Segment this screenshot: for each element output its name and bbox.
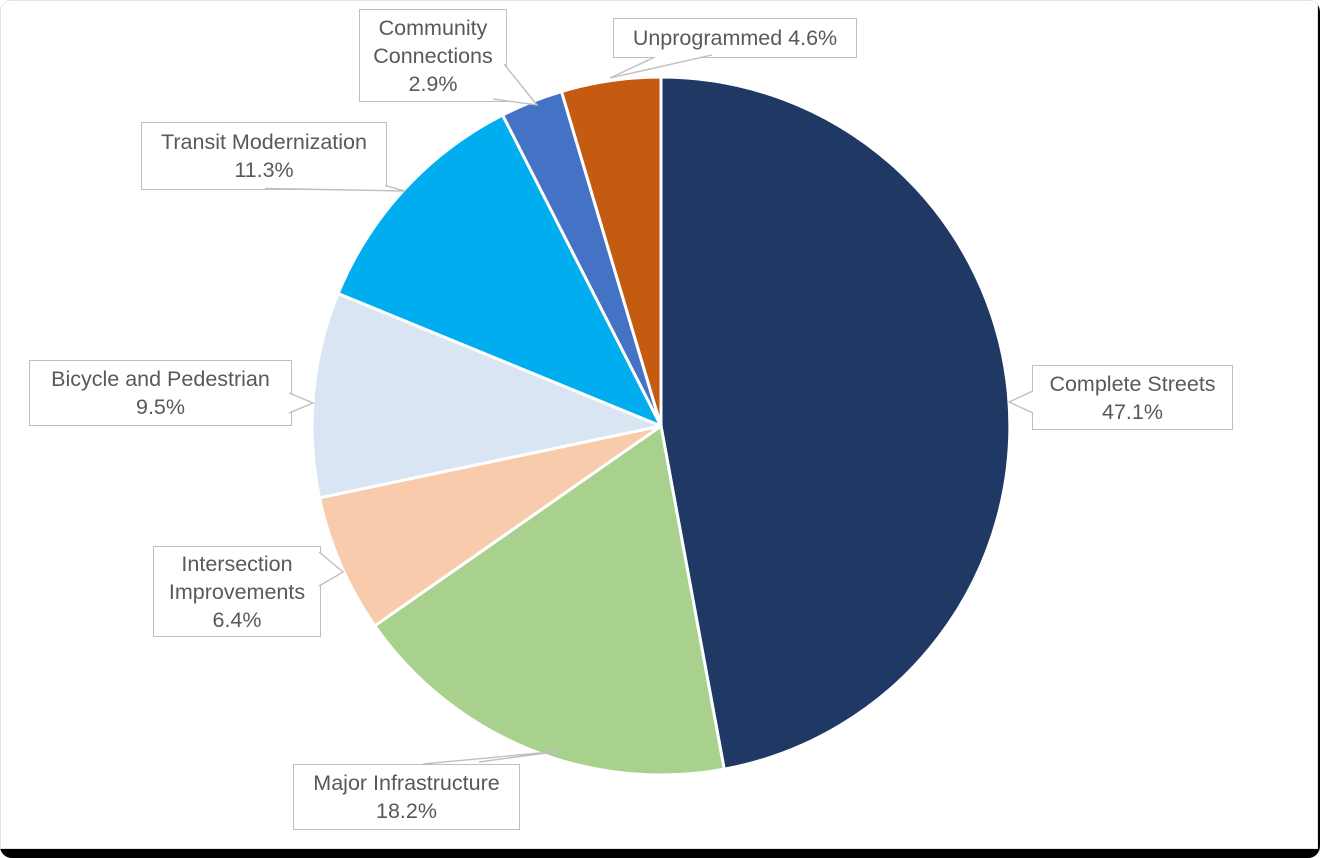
callout-complete-streets[interactable]: Complete Streets 47.1%	[1032, 365, 1233, 430]
pie-slice-complete-streets[interactable]	[659, 75, 1012, 771]
callout-bicycle-and-pedestrian[interactable]: Bicycle and Pedestrian 9.5%	[29, 360, 292, 426]
bottom-bar	[0, 849, 1320, 858]
callout-transit-modernization[interactable]: Transit Modernization 11.3%	[141, 122, 387, 190]
callout-unprogrammed[interactable]: Unprogrammed 4.6%	[613, 18, 857, 58]
leader-line-unprogrammed	[609, 54, 713, 79]
callout-major-infrastructure[interactable]: Major Infrastructure 18.2%	[293, 764, 520, 830]
leader-line-complete-streets	[1007, 390, 1034, 414]
callout-intersection-improvements[interactable]: Intersection Improvements 6.4%	[153, 546, 321, 637]
callout-community-connections[interactable]: Community Connections 2.9%	[359, 9, 507, 102]
leader-line-bicycle-and-pedestrian	[288, 392, 315, 414]
pie-slice-major-infrastructure[interactable]	[373, 424, 726, 777]
